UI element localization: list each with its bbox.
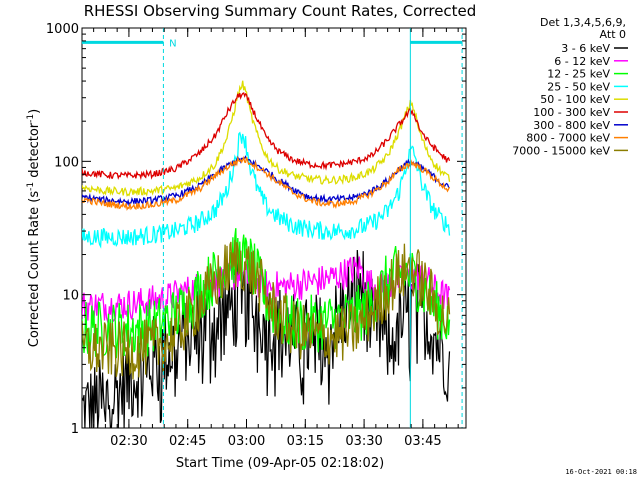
y-label-sup-1: -1 (26, 182, 36, 191)
series-line (82, 249, 451, 428)
y-label-part-3: ) (27, 109, 42, 114)
legend-entry-label: 100 - 300 keV (533, 106, 610, 119)
x-axis-label: Start Time (09-Apr-05 02:18:02) (176, 456, 384, 471)
x-axis: 02:30 02:45 03:00 03:15 03:30 03:45 (93, 28, 459, 449)
legend-entry-label: 25 - 50 keV (547, 80, 610, 93)
chart-title: RHESSI Observing Summary Count Rates, Co… (84, 2, 477, 20)
legend-entry-label: 800 - 7000 keV (526, 132, 610, 145)
y-axis: 1 10 100 1000 (46, 22, 466, 437)
x-tick-label: 03:15 (287, 434, 324, 449)
y-tick-label: 100 (54, 155, 79, 170)
legend-entry-label: 3 - 6 keV (561, 42, 610, 55)
y-tick-label: 1 (71, 422, 79, 437)
y-axis-label: Corrected Count Rate (s-1 detector-1) (26, 109, 42, 347)
x-tick-label: 03:30 (345, 434, 382, 449)
series-line (82, 155, 450, 207)
y-label-part-2: detector (27, 122, 42, 182)
legend-entry-label: 7000 - 15000 keV (512, 144, 610, 157)
legend-entry-label: 50 - 100 keV (540, 93, 610, 106)
series-line (82, 239, 451, 380)
x-tick-label: 03:00 (228, 434, 265, 449)
legend-header: Det 1,3,4,5,6,9, (540, 16, 626, 29)
series-line (82, 131, 451, 249)
footer-date: 16-Oct-2021 00:18 (565, 468, 637, 476)
legend-entry-label: 300 - 800 keV (533, 119, 610, 132)
y-label-sup-2: -1 (26, 114, 36, 123)
y-tick-label: 1000 (46, 22, 79, 37)
plot-frame (81, 27, 467, 429)
plot-area: N (81, 27, 467, 429)
legend-entry-label: 6 - 12 keV (554, 55, 610, 68)
x-tick-label: 02:30 (110, 434, 147, 449)
y-label-part-1: Corrected Count Rate (s (27, 191, 42, 348)
legend-header: Att 0 (600, 28, 626, 41)
series-line (82, 155, 451, 211)
series-line (82, 92, 451, 181)
x-tick-label: 02:45 (169, 434, 206, 449)
x-tick-label: 03:45 (404, 434, 441, 449)
marker-label: N (169, 38, 176, 49)
series-line (82, 80, 451, 197)
y-tick-label: 10 (62, 289, 79, 304)
legend-entry-label: 12 - 25 keV (547, 68, 610, 81)
